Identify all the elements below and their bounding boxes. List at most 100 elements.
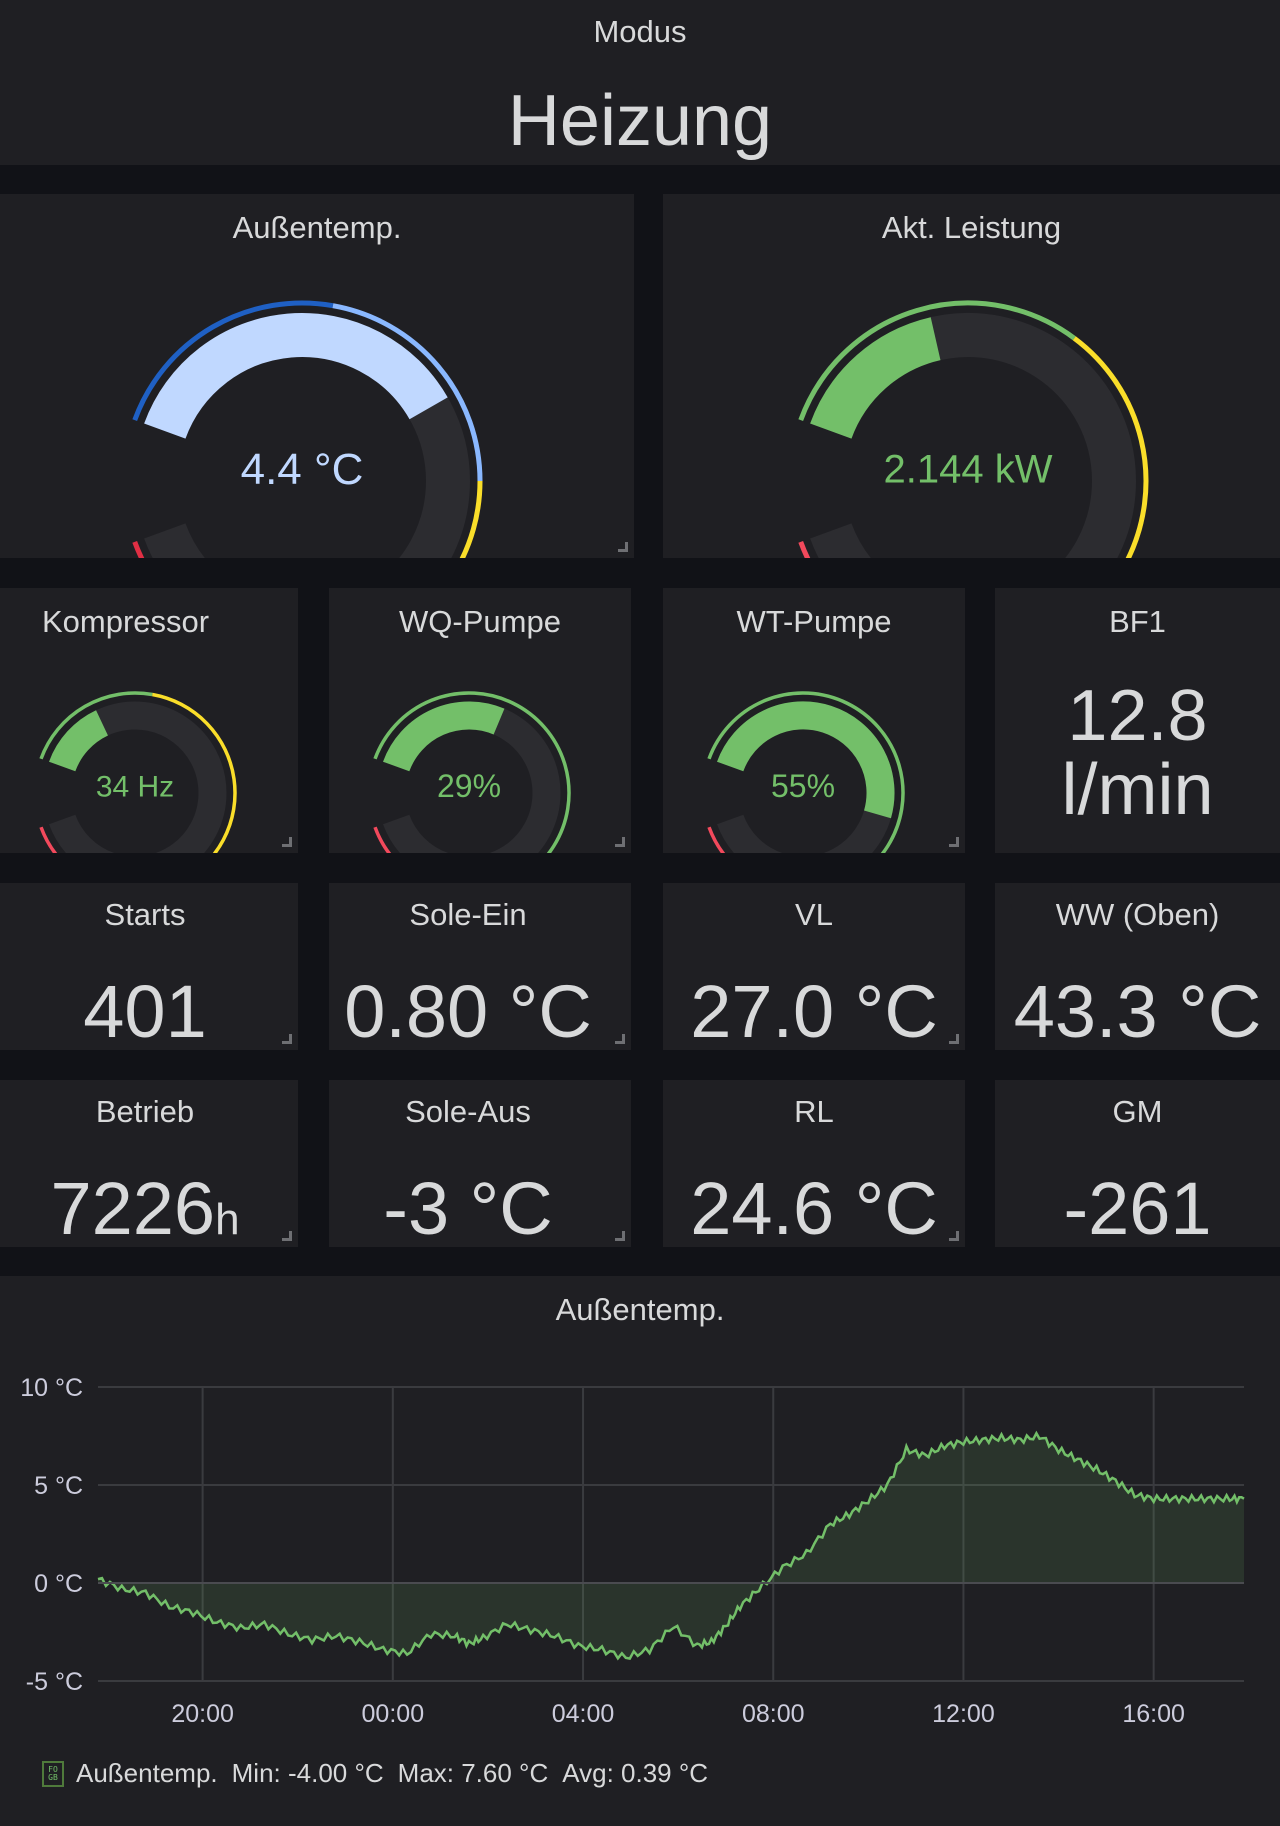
resize-handle-icon[interactable]: [949, 837, 959, 847]
gauge-title-leistung: Akt. Leistung: [881, 210, 1062, 245]
gauge-panel-wq-pumpe[interactable]: WQ-Pumpe 29%: [329, 588, 631, 853]
resize-handle-icon[interactable]: [615, 837, 625, 847]
gauge-value-bar: [144, 313, 448, 440]
stat-panel-sole-aus[interactable]: Sole-Aus -3 °C: [329, 1080, 631, 1250]
chart-panel-aussentemp[interactable]: Außentemp. -5 °C 0 °C 5 °C 10 °C 20:00 00:00 0…: [0, 1276, 1280, 1826]
resize-handle-icon[interactable]: [618, 542, 628, 552]
resize-handle-icon[interactable]: [282, 1034, 292, 1044]
stat-value-ww-oben: 43.3 °C: [1013, 970, 1262, 1053]
stat-panel-rl[interactable]: RL 24.6 °C: [663, 1080, 965, 1250]
legend-min: Min: -4.00 °C: [231, 1758, 384, 1788]
gauge-threshold-band: [39, 691, 153, 760]
stat-unit-betrieb: h: [215, 1195, 240, 1244]
gauge-track: [49, 701, 227, 853]
stat-panel-ww-oben[interactable]: WW (Oben) 43.3 °C: [995, 883, 1280, 1053]
gauge-threshold-band: [373, 691, 571, 853]
gauge-threshold-band: [1072, 336, 1149, 558]
gauge-value-text: 2.144 kW: [884, 448, 1053, 492]
legend-max: Max: 7.60 °C: [397, 1758, 549, 1788]
resize-handle-icon[interactable]: [282, 837, 292, 847]
gauge-aussentemp: 4.4 °C: [132, 300, 483, 558]
chart-title: Außentemp.: [555, 1292, 725, 1327]
mode-value: Heizung: [507, 81, 773, 161]
gauge-title-kompressor: Kompressor: [42, 604, 210, 639]
gauge-value-bar: [717, 701, 895, 819]
resize-handle-icon[interactable]: [949, 1231, 959, 1241]
stat-title-starts: Starts: [104, 897, 186, 932]
stat-value-sole-ein: 0.80 °C: [344, 970, 592, 1053]
stat-panel-betrieb[interactable]: Betrieb 7226h: [0, 1080, 298, 1250]
y-tick-label: 10 °C: [20, 1374, 83, 1402]
stat-title-sole-ein: Sole-Ein: [409, 897, 527, 932]
stat-value-vl: 27.0 °C: [690, 970, 938, 1053]
stat-value-gm: -261: [1063, 1167, 1212, 1250]
stat-unit-bf1: l/min: [1061, 750, 1214, 830]
stat-value-bf1: 12.8: [1067, 676, 1208, 756]
series-area-fill: [98, 1433, 1244, 1659]
gauge-title-wt-pumpe: WT-Pumpe: [736, 604, 892, 639]
stat-title-ww-oben: WW (Oben): [1055, 897, 1220, 932]
gauge-threshold-band: [707, 691, 905, 853]
stat-title-rl: RL: [794, 1094, 834, 1129]
stat-panel-gm[interactable]: GM -261: [995, 1080, 1280, 1250]
gauge-value-bar: [810, 317, 942, 440]
stat-number-betrieb: 7226: [50, 1167, 216, 1250]
gauge-value-text: 55%: [771, 768, 835, 804]
x-tick-label: 12:00: [932, 1700, 995, 1728]
stat-value-starts: 401: [83, 970, 207, 1053]
stat-panel-sole-ein[interactable]: Sole-Ein 0.80 °C: [329, 883, 631, 1053]
gauge-threshold-band: [332, 303, 483, 482]
gauge-title-wq-pumpe: WQ-Pumpe: [399, 604, 561, 639]
mode-panel-title: Modus: [593, 14, 687, 49]
mode-panel: Modus Heizung: [0, 0, 1280, 165]
gauge-value-bar: [49, 710, 109, 772]
gauge-threshold-band: [373, 826, 392, 853]
gauge-wq-pumpe: 29%: [373, 691, 571, 853]
gauge-threshold-band: [798, 300, 1076, 421]
gauge-threshold-band: [39, 826, 58, 853]
gauge-threshold-band: [132, 541, 145, 558]
stat-title-sole-aus: Sole-Aus: [405, 1094, 531, 1129]
stat-panel-starts[interactable]: Starts 401: [0, 883, 298, 1053]
stat-value-rl: 24.6 °C: [690, 1167, 938, 1250]
x-tick-label: 00:00: [362, 1700, 425, 1728]
gauge-threshold-band: [707, 826, 726, 853]
resize-handle-icon[interactable]: [615, 1231, 625, 1241]
gauge-panel-aussentemp[interactable]: Außentemp. 4.4 °C: [0, 194, 634, 558]
gauge-value-bar: [383, 701, 505, 772]
x-tick-label: 04:00: [552, 1700, 615, 1728]
stat-title-gm: GM: [1112, 1094, 1163, 1129]
stat-value-sole-aus: -3 °C: [383, 1167, 553, 1250]
legend-series-label[interactable]: Außentemp.: [76, 1758, 218, 1788]
legend-avg: Avg: 0.39 °C: [562, 1758, 709, 1788]
chart-legend[interactable]: FO GB Außentemp. Min: -4.00 °C Max: 7.60 …: [42, 1758, 708, 1789]
resize-handle-icon[interactable]: [282, 1231, 292, 1241]
stat-value-betrieb: 7226h: [0, 1166, 298, 1251]
gauge-title-aussentemp: Außentemp.: [232, 210, 402, 245]
gauge-value-text: 34 Hz: [96, 771, 174, 804]
gauge-panel-leistung[interactable]: Akt. Leistung 2.144 kW: [663, 194, 1280, 558]
series-line: [97, 1430, 1245, 1661]
temperature-chart[interactable]: -5 °C 0 °C 5 °C 10 °C 20:00 00:00 04:00 08:00 12…: [0, 1276, 1280, 1826]
gauge-value-text: 4.4 °C: [241, 445, 364, 494]
stat-panel-vl[interactable]: VL 27.0 °C: [663, 883, 965, 1053]
x-tick-label: 08:00: [742, 1700, 805, 1728]
gauge-threshold-band: [459, 480, 483, 558]
gauge-panel-kompressor[interactable]: Kompressor 34 Hz: [0, 588, 298, 853]
gauge-threshold-band: [152, 692, 237, 853]
stat-panel-bf1[interactable]: BF1 12.8 l/min: [995, 588, 1280, 853]
x-tick-label: 16:00: [1122, 1700, 1185, 1728]
y-tick-label: 0 °C: [34, 1570, 83, 1598]
stat-title-betrieb: Betrieb: [95, 1094, 195, 1129]
gauge-kompressor: 34 Hz: [39, 691, 237, 853]
y-tick-label: -5 °C: [26, 1668, 83, 1696]
gauge-leistung: 2.144 kW: [798, 300, 1149, 558]
graph-legend-icon: FO GB: [42, 1760, 64, 1787]
x-tick-label: 20:00: [171, 1700, 234, 1728]
gauge-threshold-band: [132, 300, 334, 421]
y-tick-label: 5 °C: [34, 1472, 83, 1500]
gauge-value-text: 29%: [437, 768, 501, 804]
gauge-panel-wt-pumpe[interactable]: WT-Pumpe 55%: [663, 588, 965, 853]
resize-handle-icon[interactable]: [615, 1034, 625, 1044]
resize-handle-icon[interactable]: [949, 1034, 959, 1044]
